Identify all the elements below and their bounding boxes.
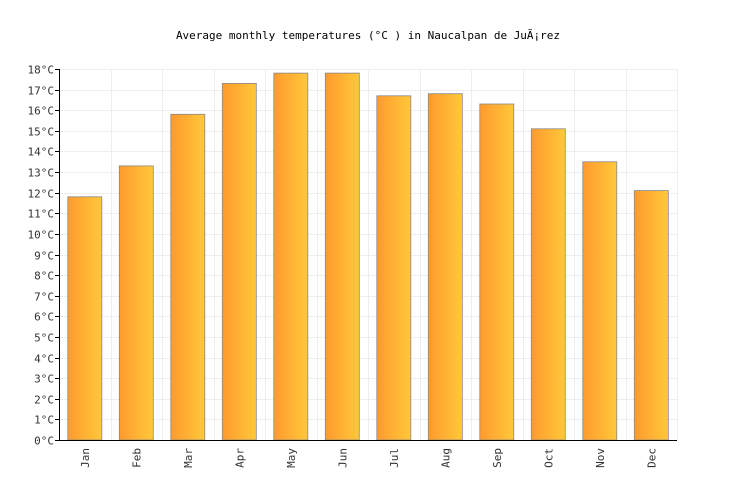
y-tick-label: 10°C (28, 229, 55, 242)
bar-oct (530, 128, 566, 441)
bar-sep (479, 103, 515, 441)
y-tick-label: 8°C (34, 270, 54, 283)
x-tick-label: Jul (388, 448, 401, 468)
bar-dec (633, 190, 669, 441)
bar-nov (582, 161, 618, 441)
bar-mar (170, 113, 206, 441)
x-tick-label: Sep (491, 448, 504, 468)
bars (67, 72, 669, 441)
y-tick-label: 15°C (28, 126, 55, 139)
y-tick-label: 14°C (28, 146, 55, 159)
x-tick-label: Oct (542, 448, 555, 468)
y-tick-label: 11°C (28, 208, 55, 221)
y-tick-label: 7°C (34, 291, 54, 304)
x-tick-label: Jan (79, 448, 92, 468)
y-tick-label: 4°C (34, 353, 54, 366)
bar-jun (324, 72, 360, 441)
y-tick-label: 17°C (28, 85, 55, 98)
y-tick-labels: 0°C 1°C 2°C 3°C 4°C 5°C 6°C 7°C 8°C 9°C 10°C 11°C 12… (28, 64, 55, 448)
x-tick-labels: Jan Feb Mar Apr May Jun Jul Aug Sep Oct Nov Dec (79, 448, 659, 468)
y-tick-label: 3°C (34, 373, 54, 386)
bar-feb (118, 165, 154, 441)
bar-may (273, 72, 309, 441)
grid-lines (59, 69, 678, 441)
y-tick-label: 12°C (28, 188, 55, 201)
y-tick-label: 1°C (34, 414, 54, 427)
bar-aug (427, 93, 463, 441)
x-tick-label: Aug (439, 448, 452, 468)
x-tick-label: Apr (233, 448, 246, 468)
x-tick-label: May (285, 448, 298, 468)
y-tick-label: 0°C (34, 435, 54, 448)
bar-jan (67, 196, 103, 441)
y-tick-label: 16°C (28, 105, 55, 118)
y-tick-label: 9°C (34, 250, 54, 263)
x-tick-label: Nov (594, 448, 607, 468)
x-tick-label: Jun (336, 448, 349, 468)
chart-title: Average monthly temperatures (°C ) in Na… (176, 29, 560, 42)
x-tick-label: Dec (645, 448, 658, 468)
bar-apr (221, 83, 257, 441)
y-tick-label: 5°C (34, 332, 54, 345)
bar-jul (376, 95, 412, 441)
y-tick-label: 13°C (28, 167, 55, 180)
x-tick-label: Mar (182, 448, 195, 468)
y-tick-label: 2°C (34, 394, 54, 407)
y-tick-label: 6°C (34, 311, 54, 324)
x-tick-label: Feb (130, 448, 143, 468)
y-tick-label: 18°C (28, 64, 55, 77)
axes (55, 69, 677, 441)
